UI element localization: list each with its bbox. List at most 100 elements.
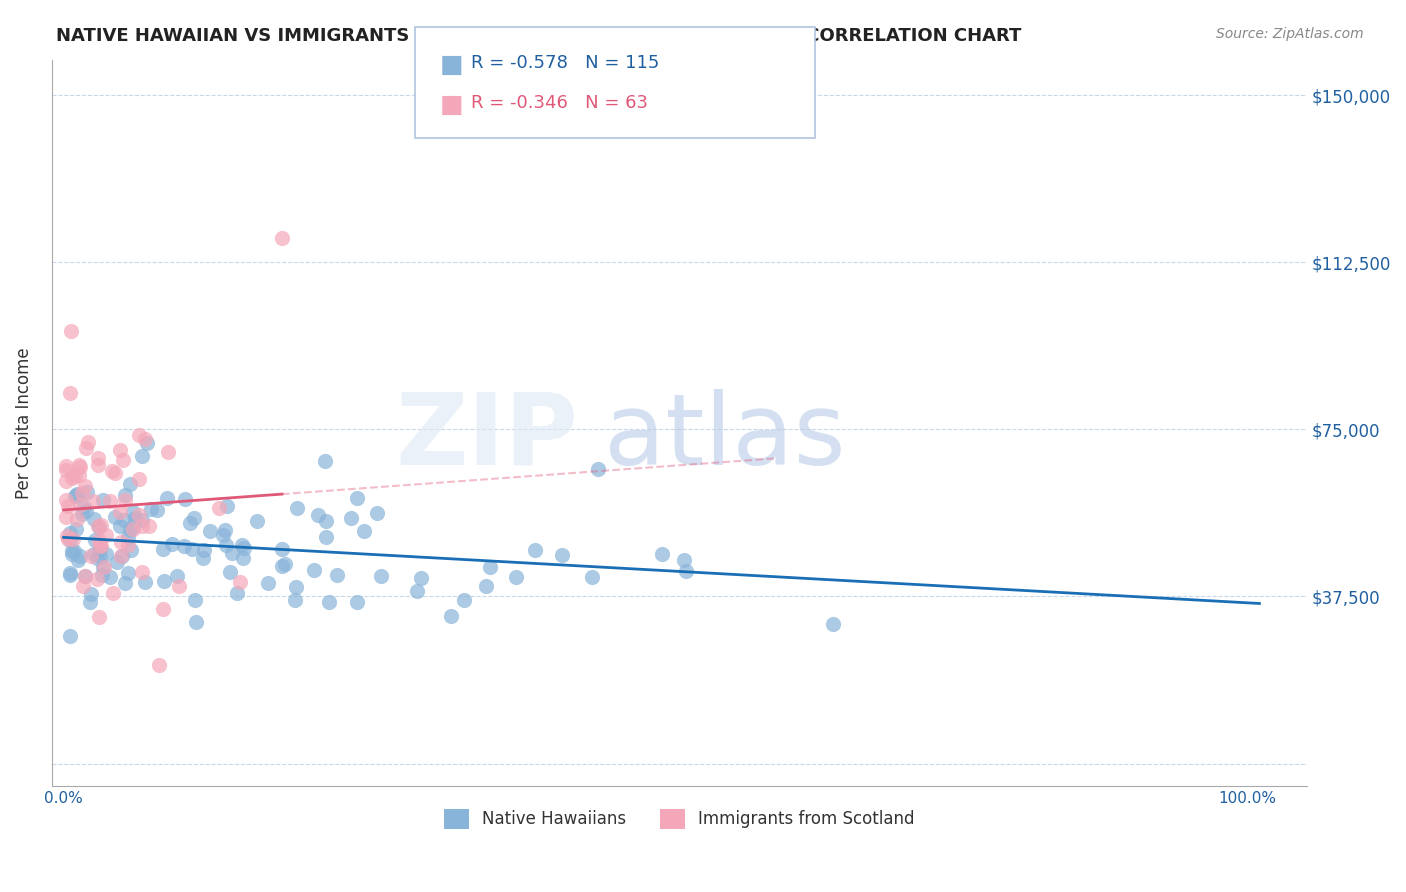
Point <box>69 549 91 563</box>
Point <box>134 432 156 446</box>
Point <box>118 477 141 491</box>
Point <box>271 558 294 573</box>
Point <box>131 519 153 533</box>
Point <box>118 523 141 537</box>
Point <box>475 578 498 592</box>
Point <box>79 587 101 601</box>
Point <box>191 550 214 565</box>
Point <box>58 568 80 582</box>
Point <box>55 474 77 488</box>
Point <box>94 528 117 542</box>
Point <box>75 504 97 518</box>
Legend: Native Hawaiians, Immigrants from Scotland: Native Hawaiians, Immigrants from Scotla… <box>437 802 921 836</box>
Point <box>138 518 160 533</box>
Point <box>117 531 139 545</box>
Point <box>122 518 145 533</box>
Point <box>91 493 114 508</box>
Point <box>314 454 336 468</box>
Point <box>131 513 153 527</box>
Point <box>83 533 105 547</box>
Point <box>111 452 134 467</box>
Point <box>108 505 131 519</box>
Point <box>302 563 325 577</box>
Point <box>110 549 132 563</box>
Point <box>453 593 475 607</box>
Point <box>77 435 100 450</box>
Point <box>581 570 603 584</box>
Point <box>60 547 83 561</box>
Point <box>405 584 427 599</box>
Point <box>73 479 96 493</box>
Point <box>318 595 340 609</box>
Point <box>122 522 145 536</box>
Point <box>215 539 238 553</box>
Point <box>87 450 110 465</box>
Point <box>173 539 195 553</box>
Point <box>72 579 94 593</box>
Point <box>505 570 527 584</box>
Point <box>823 616 845 631</box>
Point <box>65 523 87 537</box>
Point <box>89 549 111 564</box>
Point <box>69 460 91 475</box>
Text: atlas: atlas <box>605 389 845 486</box>
Point <box>128 508 150 522</box>
Text: ■: ■ <box>440 94 464 117</box>
Point <box>284 592 307 607</box>
Point <box>117 566 139 580</box>
Point <box>83 512 105 526</box>
Point <box>110 534 132 549</box>
Point <box>63 543 86 558</box>
Point <box>90 539 112 553</box>
Point <box>73 569 96 583</box>
Point <box>82 494 104 508</box>
Point <box>87 610 110 624</box>
Point <box>139 502 162 516</box>
Point <box>66 512 89 526</box>
Point <box>91 568 114 582</box>
Point <box>105 555 128 569</box>
Point <box>672 552 695 566</box>
Point <box>184 592 207 607</box>
Point <box>131 449 153 463</box>
Point <box>184 615 207 629</box>
Point <box>232 550 254 565</box>
Point <box>120 542 142 557</box>
Point <box>73 500 96 515</box>
Point <box>89 520 111 534</box>
Point <box>307 508 329 522</box>
Point <box>89 538 111 552</box>
Point <box>103 586 125 600</box>
Point <box>114 576 136 591</box>
Point <box>108 443 131 458</box>
Point <box>124 511 146 525</box>
Point <box>87 458 110 472</box>
Point <box>128 472 150 486</box>
Point <box>232 541 254 555</box>
Point <box>174 492 197 507</box>
Point <box>103 509 125 524</box>
Point <box>315 529 337 543</box>
Point <box>586 462 609 476</box>
Point <box>89 533 111 547</box>
Point <box>409 571 432 585</box>
Point <box>65 489 87 503</box>
Point <box>67 467 90 482</box>
Point <box>169 579 191 593</box>
Point <box>179 516 201 530</box>
Point <box>91 560 114 574</box>
Point <box>157 444 180 458</box>
Point <box>86 572 108 586</box>
Point <box>56 533 79 547</box>
Point <box>131 566 153 580</box>
Point <box>675 564 697 578</box>
Point <box>63 469 86 483</box>
Point <box>551 549 574 563</box>
Point <box>98 493 121 508</box>
Text: R = -0.346   N = 63: R = -0.346 N = 63 <box>471 95 648 112</box>
Point <box>478 560 501 574</box>
Point <box>55 458 77 473</box>
Point <box>66 553 89 567</box>
Point <box>93 559 115 574</box>
Point <box>231 538 253 552</box>
